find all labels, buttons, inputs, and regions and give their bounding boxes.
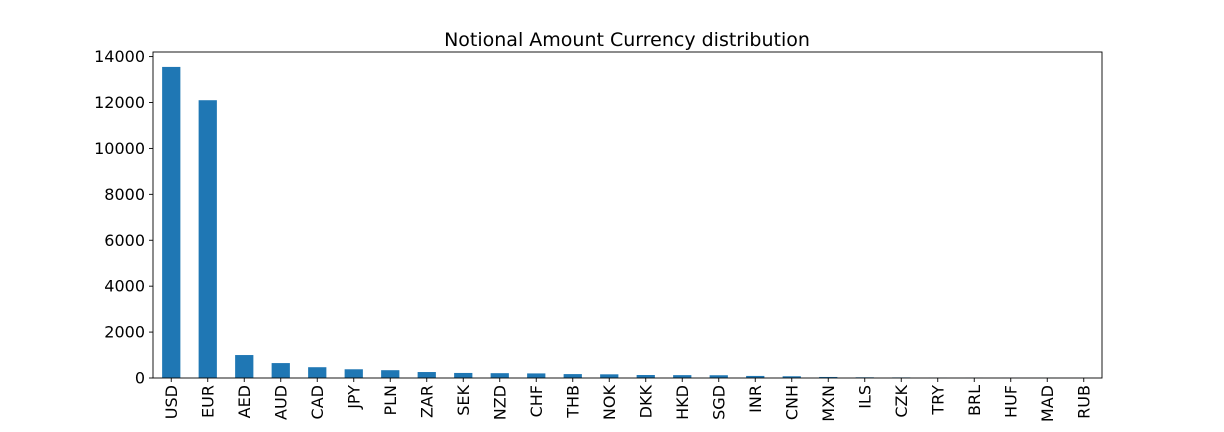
x-tick-label: EUR	[198, 385, 217, 418]
bar-usd	[162, 66, 181, 378]
x-tick-label: CNH	[782, 385, 801, 420]
y-tick-label: 10000	[94, 139, 145, 158]
y-tick-label: 0	[135, 369, 145, 388]
bar-thb	[563, 374, 582, 378]
x-tick-label: HUF	[1001, 385, 1020, 418]
x-tick-label: THB	[563, 385, 582, 419]
x-tick-label: JPY	[344, 385, 363, 410]
bar-hkd	[673, 375, 692, 378]
x-tick-label: SGD	[709, 385, 728, 420]
x-tick-label: CZK	[892, 384, 911, 417]
x-tick-label: NZD	[490, 385, 509, 420]
y-tick-label: 2000	[104, 323, 145, 342]
bar-aed	[235, 355, 254, 378]
x-tick-label: ZAR	[417, 385, 436, 418]
bar-cnh	[782, 376, 801, 378]
x-tick-label: MXN	[819, 385, 838, 422]
bar-jpy	[344, 369, 363, 378]
y-tick-label: 12000	[94, 93, 145, 112]
x-tick-label: TRY	[928, 385, 947, 416]
y-tick-label: 6000	[104, 231, 145, 250]
y-tick-label: 4000	[104, 277, 145, 296]
bar-nzd	[490, 373, 509, 378]
x-tick-label: MAD	[1038, 385, 1057, 422]
bar-nok	[600, 374, 619, 378]
plot-frame	[152, 51, 1103, 379]
bar-zar	[417, 372, 436, 378]
x-tick-label: USD	[162, 385, 181, 419]
bar-cad	[308, 367, 327, 378]
x-tick-label: BRL	[965, 385, 984, 416]
x-tick-label: HKD	[673, 385, 692, 420]
bars-group	[162, 66, 1093, 378]
x-tick-label: CAD	[308, 385, 327, 419]
x-tick-label: AED	[235, 385, 254, 418]
y-axis: 0 2000 4000 6000 8000 10000 12000 14000	[94, 47, 153, 388]
x-tick-label: INR	[746, 385, 765, 413]
x-tick-label: CHF	[527, 385, 546, 417]
chart-title: Notional Amount Currency distribution	[444, 29, 810, 51]
bar-mxn	[819, 376, 838, 378]
bar-dkk	[636, 375, 655, 378]
x-tick-label: NOK	[600, 385, 619, 421]
y-tick-label: 8000	[104, 185, 145, 204]
y-tick-label: 14000	[94, 47, 145, 66]
x-tick-label: PLN	[381, 385, 400, 416]
bar-sgd	[709, 375, 728, 378]
bar-inr	[746, 375, 765, 378]
x-tick-label: AUD	[271, 385, 290, 420]
x-tick-label: ILS	[855, 385, 874, 409]
bar-sek	[454, 372, 473, 378]
bar-pln	[381, 370, 400, 378]
x-tick-label: SEK	[454, 385, 473, 416]
bar-aud	[271, 363, 290, 378]
x-tick-label: RUB	[1074, 385, 1093, 419]
bar-chf	[527, 373, 546, 378]
x-axis: USD EUR AED AUD CAD JPY PLN ZAR SEK NZD CHF THB NOK D…	[162, 378, 1093, 422]
bar-eur	[198, 100, 217, 378]
x-tick-label: DKK	[636, 385, 655, 419]
